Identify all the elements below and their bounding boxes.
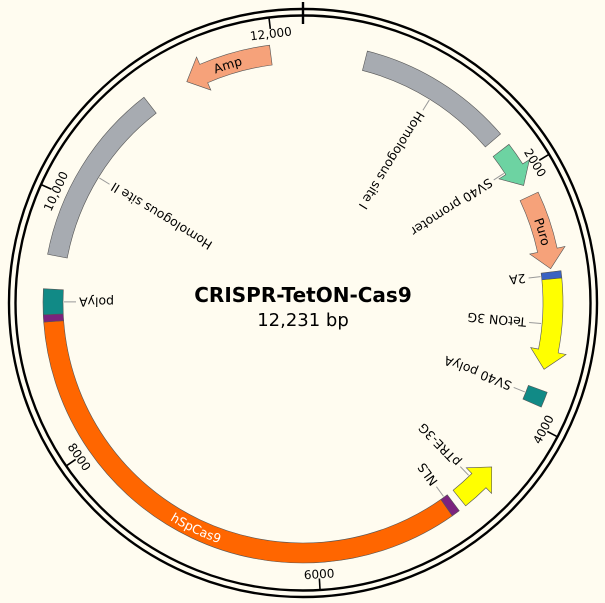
2a-label: 2A xyxy=(508,271,527,288)
feature-arcs xyxy=(42,44,567,564)
ptre-3g-label: pTRE-3G xyxy=(415,420,463,470)
hspcas9-feature xyxy=(43,320,453,564)
sv40-promoter-label: SV40 promoter xyxy=(407,175,495,239)
scale-tick xyxy=(546,430,558,438)
label-connector xyxy=(99,177,110,185)
homologous-site-ii-label: Homologous site II xyxy=(108,179,215,252)
homologous-site-ii-feature xyxy=(47,96,157,259)
sv40-polya-feature xyxy=(522,385,548,408)
label-connector xyxy=(513,387,526,393)
nls-2-feature xyxy=(42,313,64,323)
scale-tick xyxy=(268,17,272,30)
label-connector xyxy=(528,276,541,279)
polya-label: polyA xyxy=(79,294,115,309)
scale-tick-label: 4000 xyxy=(530,413,557,447)
scale-tick-label: 6000 xyxy=(303,566,334,582)
plasmid-length: 12,231 bp xyxy=(257,310,349,331)
scale-tick xyxy=(318,578,321,590)
sv40-polya-label: SV40 polyA xyxy=(441,353,513,394)
puro-feature xyxy=(519,191,566,270)
label-connector xyxy=(493,173,505,181)
label-connector xyxy=(459,466,469,476)
ptre-3g-feature xyxy=(452,466,493,507)
teton-3g-label: TetON 3G xyxy=(467,310,528,330)
teton-3g-feature xyxy=(530,277,567,370)
scale-tick xyxy=(66,458,77,467)
sv40-promoter-feature xyxy=(492,143,530,186)
homologous-site-i-label: Homologous site I xyxy=(356,109,428,212)
amp-feature xyxy=(186,44,273,91)
label-connector xyxy=(436,486,444,497)
polya-feature xyxy=(42,288,64,316)
homologous-site-i-feature xyxy=(362,50,501,148)
label-connector xyxy=(422,99,430,111)
label-connector xyxy=(529,321,542,325)
scale-tick-label: 12,000 xyxy=(249,24,292,43)
scale-tick xyxy=(41,184,52,191)
nls-1-label: NLS xyxy=(414,460,440,488)
plasmid-name: CRISPR-TetON-Cas9 xyxy=(194,283,412,307)
scale-tick xyxy=(538,153,550,161)
